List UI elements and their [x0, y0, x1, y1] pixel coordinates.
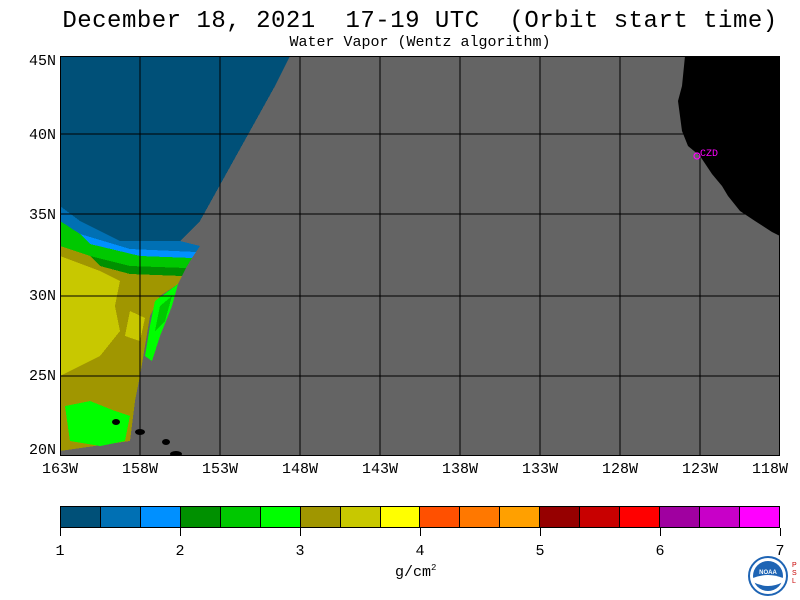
swath-green-2 [155, 296, 172, 331]
swath-yellow [60, 256, 120, 376]
colorbar-segment [700, 507, 740, 527]
swath-bright-green-2 [65, 401, 130, 446]
swath-mid-blue [60, 206, 200, 252]
colorbar-tick-label: 4 [415, 543, 425, 560]
colorbar-tick [779, 528, 781, 536]
colorbar-tick-label: 5 [535, 543, 545, 560]
colorbar-segment [300, 507, 341, 527]
land-california [678, 56, 780, 236]
station-label: CZD [700, 149, 718, 160]
colorbar-segment [340, 507, 381, 527]
lon-label-148w: 148W [281, 461, 318, 478]
colorbar-segment [739, 507, 779, 527]
colorbar-tick [299, 528, 301, 536]
noaa-logo: NOAA [748, 556, 788, 596]
lat-label-45n: 45N [28, 53, 56, 70]
psl-text: PSL [792, 562, 797, 585]
colorbar-tick [659, 528, 661, 536]
colorbar-segment [260, 507, 301, 527]
colorbar [60, 506, 780, 528]
map-title: December 18, 2021 17-19 UTC (Orbit start… [62, 8, 778, 35]
map-border [60, 56, 780, 456]
swath-green [60, 221, 192, 268]
colorbar-tick-label: 2 [175, 543, 185, 560]
colorbar-segment [540, 507, 581, 527]
water-vapor-map: CZD [60, 56, 780, 456]
colorbar-units: g/cm2 [395, 563, 437, 581]
colorbar-segment [580, 507, 621, 527]
colorbar-tick [539, 528, 541, 536]
colorbar-tick-label: 3 [295, 543, 305, 560]
graticule [60, 56, 780, 456]
lon-label-158w: 158W [121, 461, 158, 478]
swath-dark-green [90, 256, 186, 276]
swath-light-blue [80, 234, 196, 258]
colorbar-tick [419, 528, 421, 536]
land-hawaii [112, 419, 182, 456]
lat-label-30n: 30N [28, 288, 56, 305]
colorbar-tick-label: 1 [55, 543, 65, 560]
colorbar-segment [140, 507, 181, 527]
map-subtitle: Water Vapor (Wentz algorithm) [289, 34, 551, 51]
lat-label-25n: 25N [28, 368, 56, 385]
lon-label-133w: 133W [521, 461, 558, 478]
lon-label-153w: 153W [201, 461, 238, 478]
colorbar-segment [460, 507, 501, 527]
lon-label-128w: 128W [601, 461, 638, 478]
svg-text:NOAA: NOAA [759, 570, 777, 576]
colorbar-segment [660, 507, 700, 527]
colorbar-segment [620, 507, 661, 527]
colorbar-segment [380, 507, 421, 527]
swath-dark-blue [60, 56, 290, 241]
colorbar-segment [420, 507, 461, 527]
colorbar-tick-label: 7 [775, 543, 785, 560]
colorbar-segment [61, 507, 101, 527]
colorbar-tick [59, 528, 61, 536]
station-marker [693, 152, 701, 160]
colorbar-tick-label: 6 [655, 543, 665, 560]
colorbar-segment [220, 507, 261, 527]
colorbar-tick [179, 528, 181, 536]
lon-label-118w: 118W [751, 461, 788, 478]
lat-label-35n: 35N [28, 207, 56, 224]
colorbar-segment [180, 507, 221, 527]
colorbar-segment [500, 507, 541, 527]
lon-label-123w: 123W [681, 461, 718, 478]
lon-label-138w: 138W [441, 461, 478, 478]
colorbar-segment [100, 507, 141, 527]
lon-label-163w: 163W [41, 461, 78, 478]
swath-data [60, 56, 290, 451]
lat-label-20n: 20N [28, 442, 56, 459]
lat-label-40n: 40N [28, 127, 56, 144]
lon-label-143w: 143W [361, 461, 398, 478]
